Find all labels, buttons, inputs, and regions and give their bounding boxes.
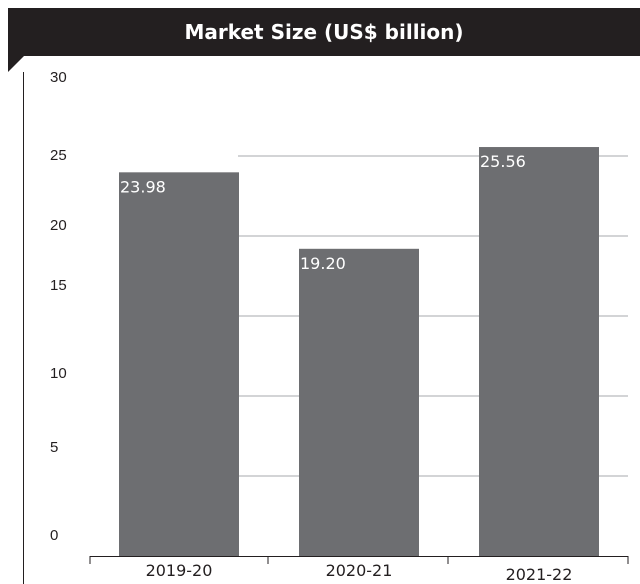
data-label: 25.56 <box>480 152 526 171</box>
data-label: 19.20 <box>300 254 346 273</box>
y-tick-label: 10 <box>50 365 67 382</box>
chart-title: Market Size (US$ billion) <box>8 8 640 56</box>
title-fold-decoration <box>8 56 24 72</box>
bar-2021-22 <box>479 147 599 557</box>
x-tick-label: 2021-22 <box>506 565 573 584</box>
data-label: 23.98 <box>120 177 166 196</box>
bar-2020-21 <box>299 248 419 557</box>
bar-2019-20 <box>119 172 239 556</box>
left-border-line <box>23 72 24 584</box>
y-tick-label: 0 <box>50 527 58 544</box>
y-tick-label: 30 <box>50 69 67 86</box>
x-tick-label: 2019-20 <box>146 561 213 580</box>
y-tick-label: 20 <box>50 217 67 234</box>
y-tick-label: 5 <box>50 439 58 456</box>
x-tick-label: 2020-21 <box>326 561 393 580</box>
y-tick-label: 25 <box>50 147 67 164</box>
y-tick-label: 15 <box>50 277 67 294</box>
